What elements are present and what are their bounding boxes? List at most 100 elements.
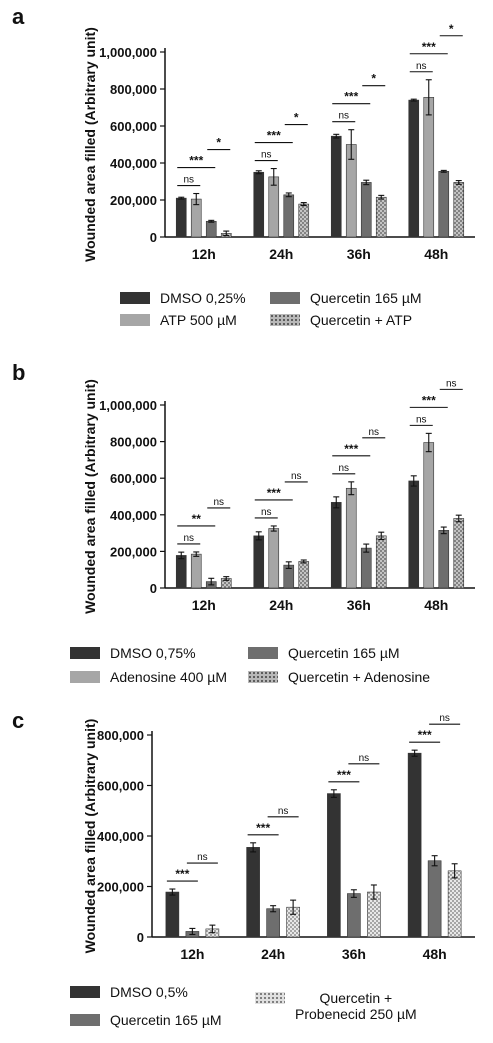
chart-b: b Wounded area filled (Arbitrary unit) 0 20… bbox=[12, 360, 475, 614]
y-tick-label: 400,000 bbox=[110, 508, 157, 523]
legend-item: DMSO 0,75% bbox=[70, 645, 196, 661]
bar bbox=[253, 171, 265, 238]
bar bbox=[190, 553, 202, 589]
bar bbox=[175, 555, 187, 589]
legend-item: DMSO 0,5% bbox=[70, 984, 188, 1000]
panel-letter: a bbox=[12, 4, 25, 29]
significance-label: * bbox=[371, 72, 376, 86]
bar bbox=[375, 535, 387, 589]
bar bbox=[347, 893, 361, 938]
legend-item: Quercetin + Adenosine bbox=[248, 669, 430, 685]
bar bbox=[268, 528, 280, 589]
y-tick-label: 400,000 bbox=[97, 829, 144, 844]
bar bbox=[438, 530, 450, 589]
chart-a: a Wounded area filled (Arbitrary unit) 0 20… bbox=[12, 4, 475, 262]
bar bbox=[423, 442, 435, 589]
bar bbox=[175, 197, 187, 238]
bar bbox=[268, 176, 280, 238]
panel-b: b Wounded area filled (Arbitrary unit) 0 20… bbox=[0, 350, 493, 695]
bar bbox=[360, 182, 372, 238]
bar bbox=[360, 547, 372, 589]
y-tick-label: 0 bbox=[150, 230, 157, 245]
significance-label: ns bbox=[439, 713, 450, 724]
significance-label: ns bbox=[213, 497, 224, 508]
bar bbox=[407, 752, 422, 938]
x-tick-label: 48h bbox=[424, 246, 448, 262]
significance-label: * bbox=[216, 136, 221, 150]
bar bbox=[408, 99, 420, 238]
legend-item: Adenosine 400 µM bbox=[70, 669, 227, 685]
significance-label: *** bbox=[189, 154, 203, 168]
significance-label: ns bbox=[416, 61, 427, 72]
legend-item: Quercetin 165 µM bbox=[70, 1012, 222, 1028]
chart-c: c Wounded area filled (Arbitrary unit) 0 20… bbox=[12, 708, 475, 962]
significance-label: ns bbox=[446, 378, 457, 389]
legend-item: Quercetin + ATP bbox=[270, 312, 412, 328]
bar bbox=[298, 203, 310, 238]
significance-label: *** bbox=[267, 486, 281, 500]
y-tick-label: 600,000 bbox=[110, 119, 157, 134]
bar bbox=[447, 870, 462, 938]
y-axis-label: Wounded area filled (Arbitrary unit) bbox=[82, 379, 98, 614]
significance-label: *** bbox=[256, 821, 270, 835]
panel-letter: b bbox=[12, 360, 25, 385]
bar bbox=[427, 860, 442, 938]
bar bbox=[423, 97, 435, 238]
y-tick-label: 200,000 bbox=[97, 880, 144, 895]
bar bbox=[205, 220, 217, 238]
x-tick-label: 36h bbox=[342, 946, 366, 962]
y-tick-label: 600,000 bbox=[110, 471, 157, 486]
significance-label: ns bbox=[261, 150, 272, 161]
significance-label: *** bbox=[418, 728, 432, 742]
bar bbox=[330, 135, 342, 238]
bar bbox=[438, 171, 450, 238]
bar bbox=[266, 908, 280, 938]
bar bbox=[165, 891, 180, 938]
significance-label: ns bbox=[261, 507, 272, 518]
significance-label: *** bbox=[344, 90, 358, 104]
bar bbox=[330, 502, 342, 589]
bar bbox=[283, 194, 295, 238]
significance-label: ns bbox=[338, 111, 349, 122]
significance-label: ns bbox=[359, 753, 370, 764]
significance-label: *** bbox=[337, 768, 351, 782]
significance-label: *** bbox=[422, 40, 436, 54]
y-tick-label: 600,000 bbox=[97, 779, 144, 794]
bar bbox=[453, 182, 465, 238]
legend-label: Quercetin 165 µM bbox=[110, 1012, 222, 1028]
significance-label: *** bbox=[267, 129, 281, 143]
y-tick-label: 1,000,000 bbox=[99, 45, 157, 60]
bar bbox=[246, 847, 260, 938]
legend-item: Quercetin 165 µM bbox=[248, 645, 400, 661]
legend-item: ATP 500 µM bbox=[120, 312, 237, 328]
significance-label: ** bbox=[192, 512, 202, 526]
x-tick-label: 36h bbox=[347, 597, 371, 613]
panel-c: c Wounded area filled (Arbitrary unit) 0 20… bbox=[0, 700, 493, 1043]
y-tick-label: 0 bbox=[137, 930, 144, 945]
panel-a: a Wounded area filled (Arbitrary unit) 0 20… bbox=[0, 0, 493, 350]
x-tick-label: 12h bbox=[192, 597, 216, 613]
significance-label: ns bbox=[197, 852, 208, 863]
significance-label: ns bbox=[278, 806, 289, 817]
bar bbox=[298, 561, 310, 589]
legend-label: ATP 500 µM bbox=[160, 312, 237, 328]
bar bbox=[408, 480, 420, 589]
significance-label: ns bbox=[183, 533, 194, 544]
legend-label: DMSO 0,25% bbox=[160, 290, 246, 306]
bar bbox=[253, 535, 265, 589]
significance-label: ns bbox=[416, 414, 427, 425]
legend-label: Quercetin + Probenecid 250 µM bbox=[295, 990, 417, 1022]
x-tick-label: 48h bbox=[423, 946, 447, 962]
x-tick-label: 48h bbox=[424, 597, 448, 613]
significance-label: *** bbox=[422, 393, 436, 407]
legend-label: Quercetin + Adenosine bbox=[288, 669, 431, 685]
bar bbox=[453, 518, 465, 589]
y-axis-label: Wounded area filled (Arbitrary unit) bbox=[82, 719, 98, 954]
y-axis-label: Wounded area filled (Arbitrary unit) bbox=[82, 27, 98, 262]
legend-label: DMSO 0,75% bbox=[110, 645, 196, 661]
x-tick-label: 24h bbox=[269, 246, 293, 262]
y-tick-label: 200,000 bbox=[110, 193, 157, 208]
panel-letter: c bbox=[12, 708, 24, 733]
legend-label: Quercetin 165 µM bbox=[288, 645, 400, 661]
legend-label: DMSO 0,5% bbox=[110, 984, 188, 1000]
